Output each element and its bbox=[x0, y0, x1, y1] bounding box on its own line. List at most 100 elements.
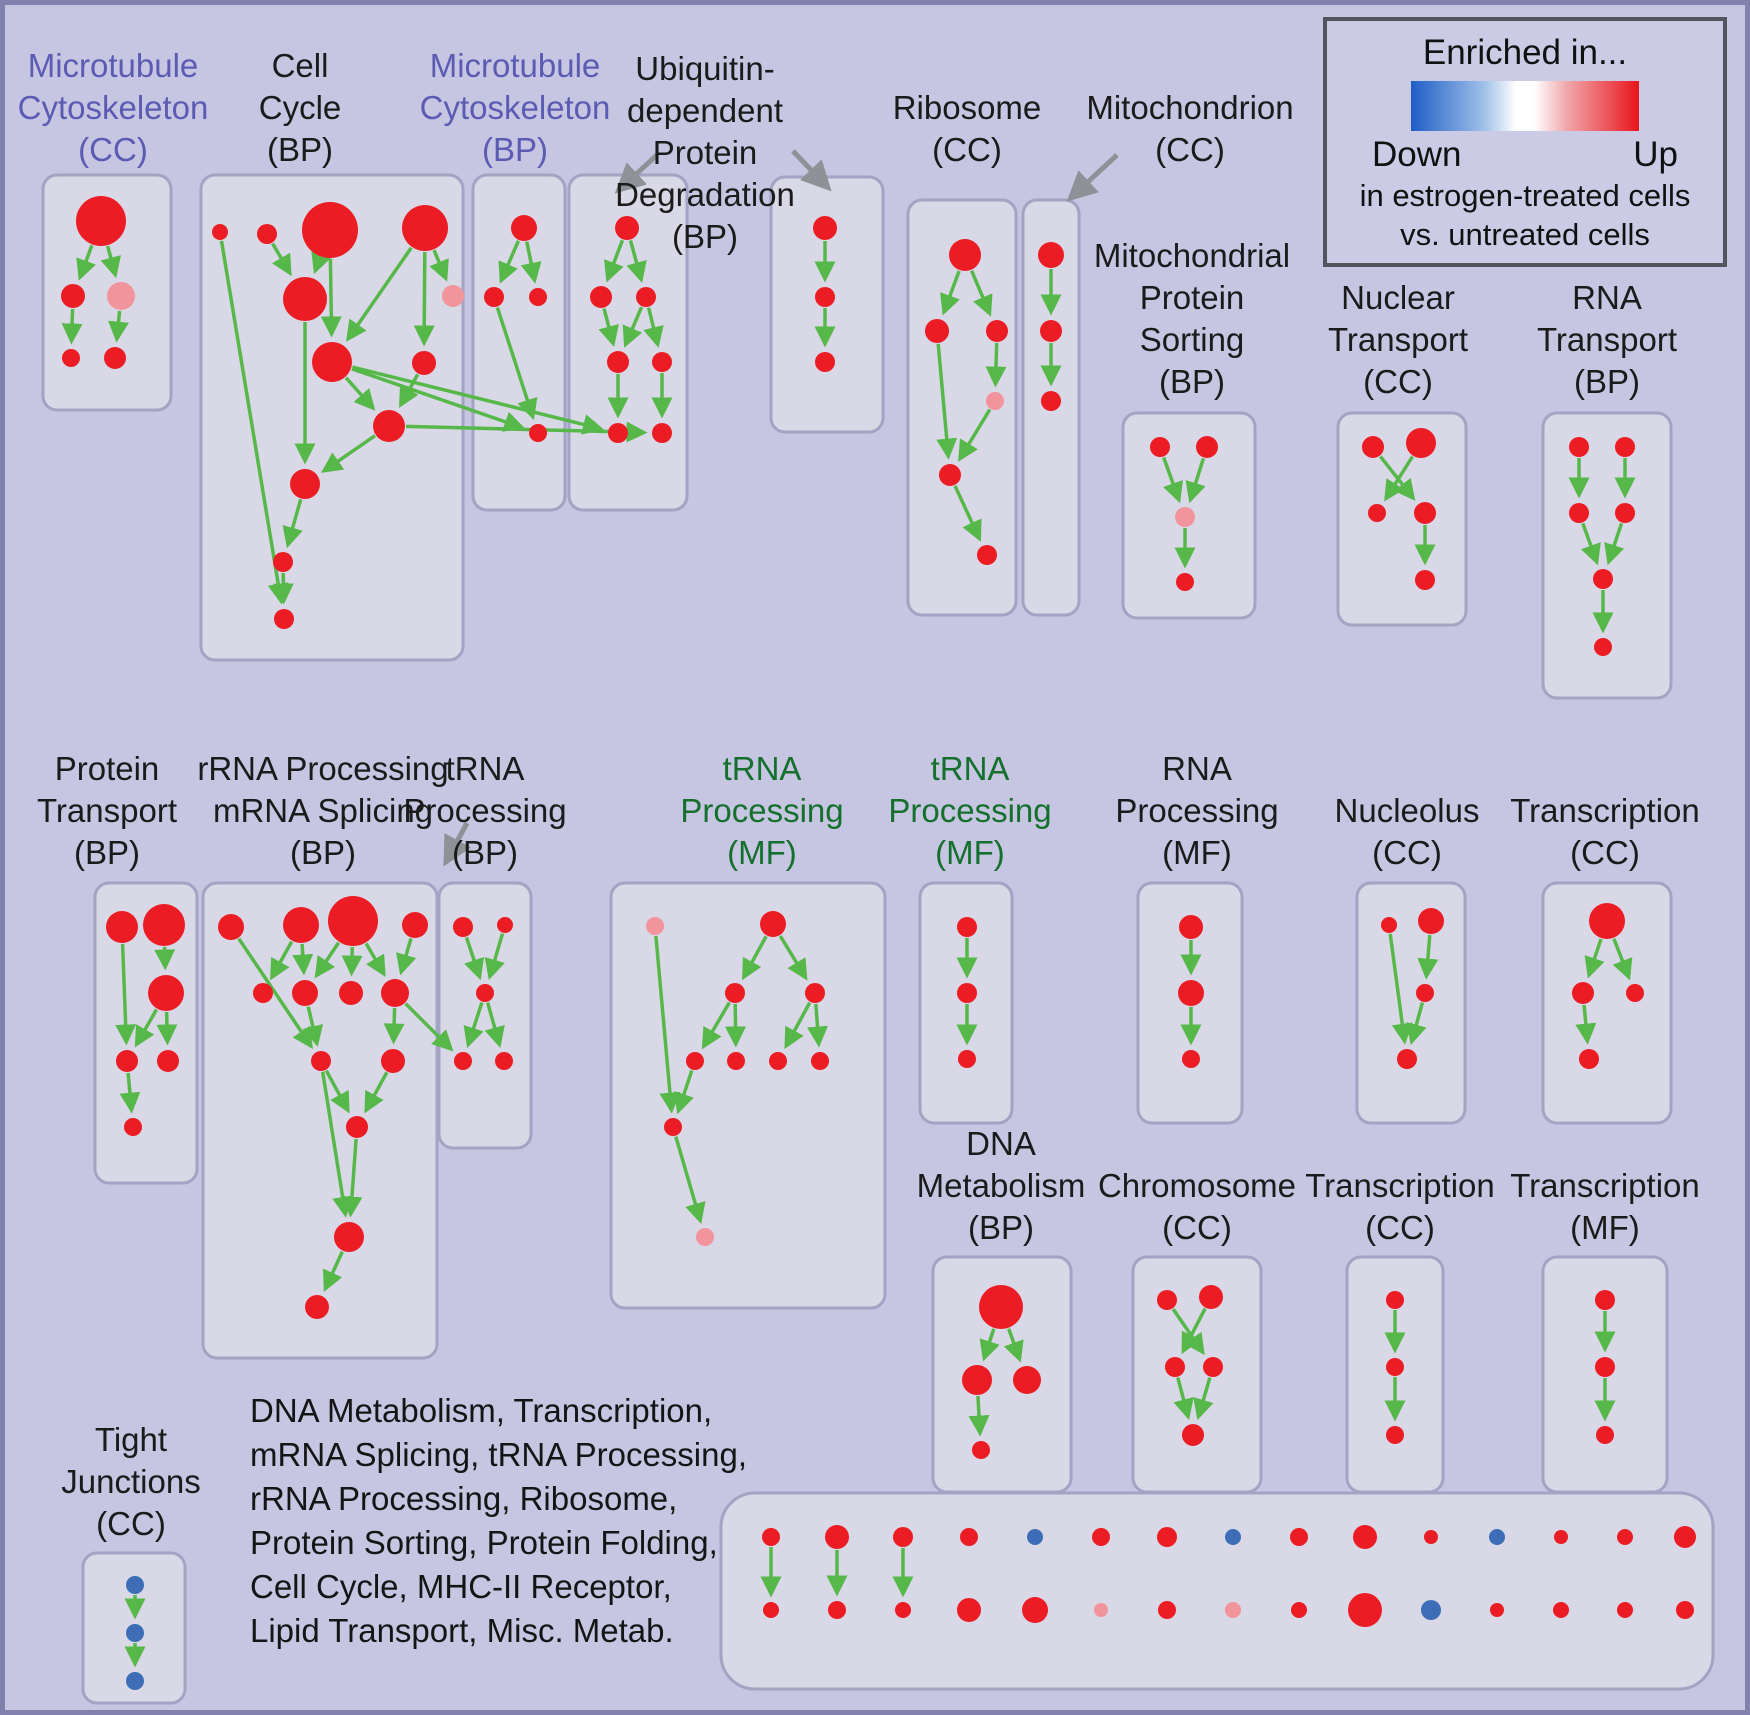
edge-arrow bbox=[314, 941, 341, 979]
edge-arrow bbox=[1384, 455, 1414, 502]
nucleolus-cc-node-2 bbox=[1416, 984, 1434, 1002]
mitochondrion-cc-label: Mitochondrion (CC) bbox=[1086, 89, 1293, 168]
edge-arrow bbox=[958, 408, 992, 462]
edge-arrow bbox=[364, 1071, 389, 1114]
cell-cycle-bp-node-8 bbox=[373, 410, 405, 442]
trna-processing-mf-large-node-9 bbox=[696, 1228, 714, 1246]
nuclear-transport-cc-box bbox=[1336, 411, 1468, 627]
misc-node-bottom-0 bbox=[763, 1602, 779, 1618]
edge-arrow bbox=[302, 1006, 324, 1047]
rna-transport-bp-node-5 bbox=[1594, 638, 1612, 656]
edge-arrow bbox=[100, 245, 121, 279]
ubiquitin-degradation-bp-left-node-5 bbox=[608, 423, 628, 443]
rna-transport-bp-node-2 bbox=[1569, 503, 1589, 523]
tight-junctions-cc-node-1 bbox=[126, 1624, 144, 1642]
mitochondrial-protein-sorting-bp-label: Mitochondrial Protein Sorting (BP) bbox=[1094, 237, 1290, 400]
chromosome-cc-box bbox=[1131, 1255, 1263, 1494]
rrna-processing-mrna-splicing-bp-node-2 bbox=[328, 896, 378, 946]
ribosome-cc-node-5 bbox=[977, 545, 997, 565]
nucleolus-cc-label: Nucleolus (CC) bbox=[1335, 792, 1480, 871]
rrna-processing-mrna-splicing-bp-node-9 bbox=[381, 1049, 405, 1073]
legend-gradient-bar bbox=[1411, 81, 1639, 131]
edge-arrow bbox=[1162, 456, 1183, 504]
protein-transport-bp-node-2 bbox=[148, 975, 184, 1011]
edge-arrow bbox=[969, 270, 993, 317]
rna-transport-bp-node-0 bbox=[1569, 437, 1589, 457]
nuclear-transport-cc-node-0 bbox=[1362, 436, 1384, 458]
trna-processing-bp-box bbox=[437, 881, 533, 1150]
microtubule-cytoskeleton-cc-node-0 bbox=[76, 196, 126, 246]
edge-arrow bbox=[1575, 1004, 1597, 1045]
edge-arrow bbox=[323, 1250, 344, 1292]
edge-arrow bbox=[985, 342, 1007, 388]
transcription-cc-upper-node-1 bbox=[1572, 982, 1594, 1004]
ubiquitin-right-arrow bbox=[791, 149, 832, 192]
rrna-processing-mrna-splicing-bp-node-5 bbox=[292, 980, 318, 1006]
ubiquitin-degradation-bp-left-node-3 bbox=[607, 351, 629, 373]
misc-cluster-box bbox=[719, 1491, 1715, 1691]
transcription-cc-lower-node-1 bbox=[1386, 1358, 1404, 1376]
misc-caption-line-5: Cell Cycle, MHC-II Receptor, bbox=[250, 1568, 672, 1605]
trna-processing-bp-node-2 bbox=[476, 984, 494, 1002]
edge-arrow bbox=[979, 1328, 1000, 1362]
dna-metabolism-bp-label: DNA Metabolism (BP) bbox=[917, 1125, 1086, 1246]
microtubule-cytoskeleton-bp-node-0 bbox=[511, 215, 537, 241]
transcription-cc-lower-node-2 bbox=[1386, 1426, 1404, 1444]
edge-arrow bbox=[1584, 938, 1605, 979]
tight-junctions-cc-node-2 bbox=[126, 1672, 144, 1690]
transcription-cc-upper-box bbox=[1541, 881, 1673, 1125]
dna-metabolism-bp-node-3 bbox=[972, 1441, 990, 1459]
edge-arrow bbox=[464, 936, 485, 981]
cell-cycle-bp-node-2 bbox=[302, 202, 358, 258]
microtubule-cytoskeleton-cc-label: Microtubule Cytoskeleton (CC) bbox=[18, 47, 209, 168]
legend-subtitle-line2: vs. untreated cells bbox=[1400, 217, 1650, 252]
misc-node-bottom-12 bbox=[1553, 1602, 1569, 1618]
trna-processing-mf-large-node-3 bbox=[805, 983, 825, 1003]
misc-node-bottom-5 bbox=[1094, 1603, 1108, 1617]
transcription-mf-node-1 bbox=[1595, 1357, 1615, 1377]
misc-node-bottom-2 bbox=[895, 1602, 911, 1618]
transcription-mf-node-0 bbox=[1595, 1290, 1615, 1310]
edge-arrow bbox=[484, 1002, 505, 1048]
transcription-cc-upper-node-3 bbox=[1579, 1049, 1599, 1069]
cell-cycle-bp-node-1 bbox=[257, 224, 277, 244]
nucleolus-cc-box bbox=[1355, 881, 1467, 1125]
rna-transport-bp-label: RNA Transport (BP) bbox=[1537, 279, 1677, 400]
misc-node-top-14 bbox=[1674, 1526, 1696, 1548]
chromosome-cc-node-4 bbox=[1182, 1424, 1204, 1446]
misc-node-top-0 bbox=[762, 1528, 780, 1546]
edge-arrow bbox=[429, 249, 449, 282]
trna-processing-bp-node-1 bbox=[497, 917, 513, 933]
edge-arrow bbox=[396, 937, 417, 976]
microtubule-cytoskeleton-bp-label: Microtubule Cytoskeleton (BP) bbox=[420, 47, 611, 168]
legend-ends-row: Down Up bbox=[1372, 135, 1678, 175]
edge-arrow bbox=[351, 365, 604, 435]
rrna-processing-mrna-splicing-bp-node-3 bbox=[402, 912, 428, 938]
misc-node-top-3 bbox=[960, 1528, 978, 1546]
nucleolus-cc-node-1 bbox=[1418, 908, 1444, 934]
edge-arrow bbox=[674, 1136, 706, 1225]
edge-arrow bbox=[673, 1069, 694, 1115]
rrna-processing-mrna-splicing-bp-label: rRNA Processing mRNA Splicing (BP) bbox=[197, 750, 448, 871]
misc-node-bottom-11 bbox=[1490, 1603, 1504, 1617]
misc-caption-line-1: DNA Metabolism, Transcription, bbox=[250, 1392, 713, 1429]
rna-processing-mf-node-2 bbox=[1182, 1050, 1200, 1068]
rna-transport-bp-node-4 bbox=[1593, 569, 1613, 589]
misc-node-top-1 bbox=[825, 1525, 849, 1549]
edge-arrow bbox=[311, 250, 332, 275]
trna-processing-mf-large-node-8 bbox=[664, 1118, 682, 1136]
misc-node-bottom-8 bbox=[1291, 1602, 1307, 1618]
ribosome-cc-node-3 bbox=[986, 392, 1004, 410]
rna-processing-mf-label: RNA Processing (MF) bbox=[1115, 750, 1278, 871]
microtubule-cytoskeleton-cc-node-4 bbox=[104, 347, 126, 369]
rna-transport-bp-node-1 bbox=[1615, 437, 1635, 457]
edge-arrow bbox=[115, 943, 137, 1046]
ubiquitin-degradation-bp-left-node-4 bbox=[652, 352, 672, 372]
cell-cycle-bp-node-9 bbox=[290, 469, 320, 499]
edge-arrow bbox=[1612, 938, 1633, 981]
ubiquitin-degradation-bp-left-label: Ubiquitin-dependent Protein Degradation (BP… bbox=[615, 50, 795, 255]
misc-node-bottom-7 bbox=[1225, 1602, 1241, 1618]
mitochondrion-cc-node-2 bbox=[1041, 391, 1061, 411]
trna-processing-mf-small-box bbox=[918, 881, 1014, 1125]
misc-node-top-7 bbox=[1225, 1529, 1241, 1545]
